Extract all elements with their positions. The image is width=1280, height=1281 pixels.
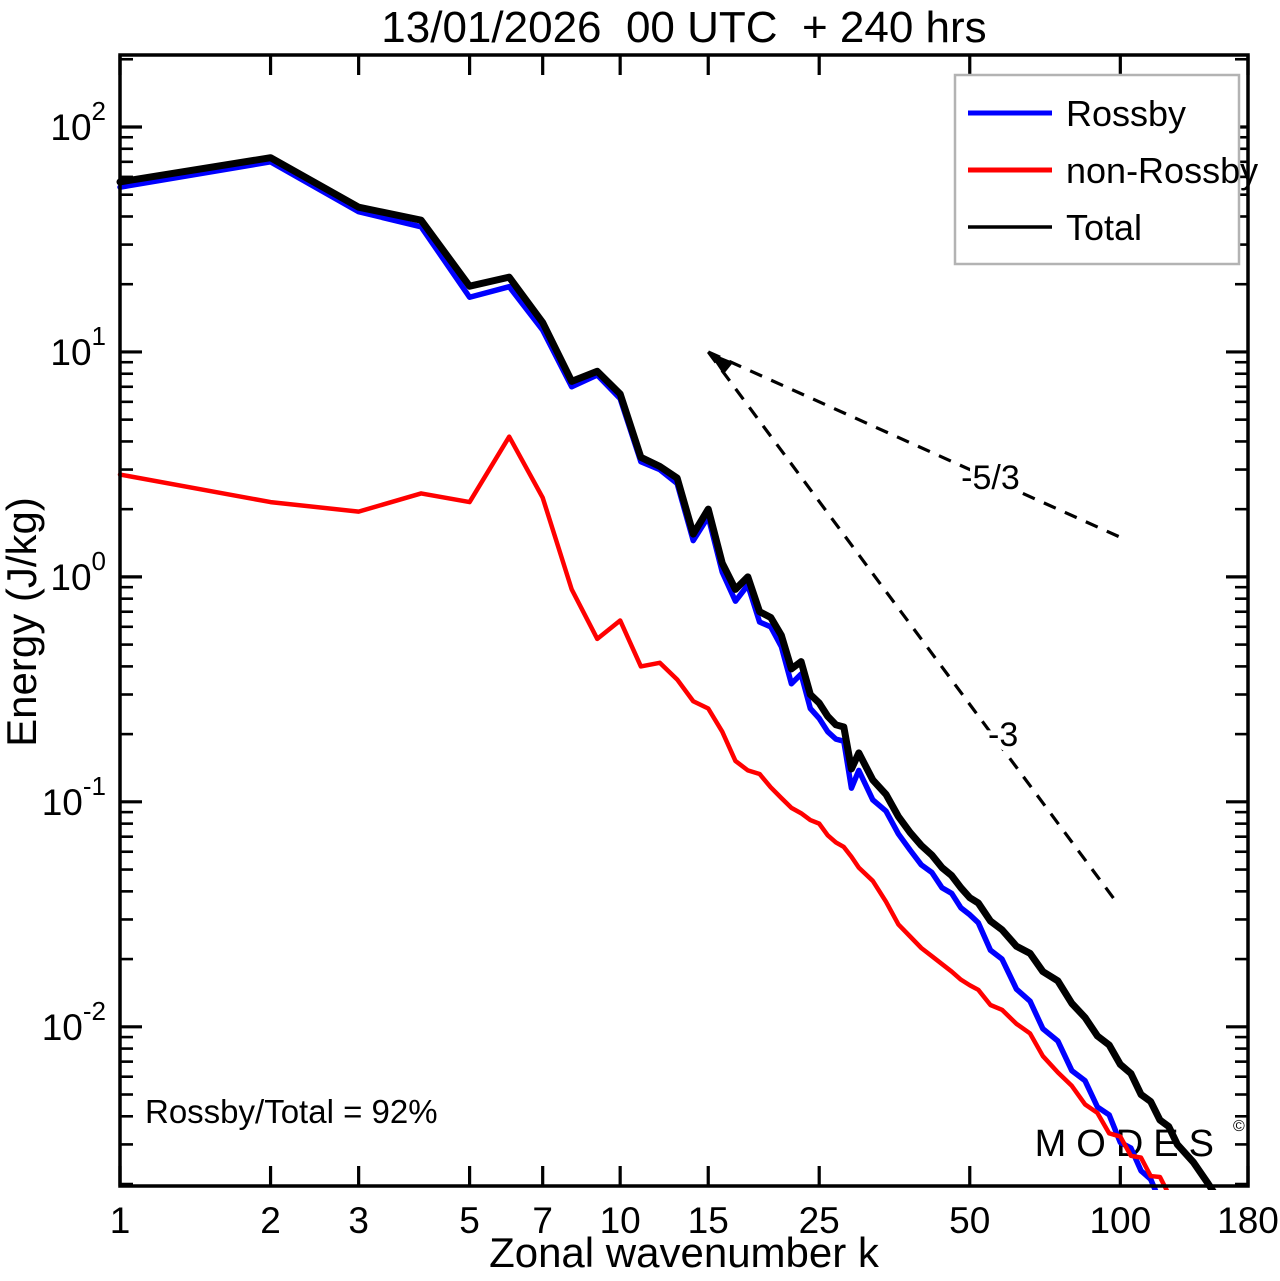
x-tick-label: 5 [459,1200,480,1241]
watermark: MODES [1035,1123,1224,1165]
legend-label-total: Total [1066,207,1142,248]
arrow-head-icon [708,351,734,375]
slope-label--3: -3 [988,716,1018,754]
x-tick-label: 180 [1217,1200,1279,1241]
x-tick-label: 2 [260,1200,281,1241]
y-tick-label: 10-1 [42,771,106,823]
legend-label-rossby: Rossby [1066,93,1186,134]
rossby-total-ratio-note: Rossby/Total = 92% [145,1093,438,1130]
slope-label--5/3: -5/3 [961,459,1020,497]
x-axis-label: Zonal wavenumber k [489,1229,880,1276]
series-total-line [116,154,1217,1190]
plot-border [118,53,1250,1188]
x-tick-label: 1 [110,1200,131,1241]
legend-label-non-rossby: non-Rossby [1066,150,1258,191]
axis-ticks [118,55,1250,1186]
slope-reference-lines: -5/3 -3 [706,350,1121,906]
y-tick-label: 102 [50,96,106,148]
x-tick-label: 100 [1089,1200,1151,1241]
x-tick-label: 10 [600,1200,641,1241]
y-tick-label: 10-2 [42,996,106,1048]
axis-tick-labels: 1 2 3 5 7 10 15 25 50 100 180 102 101 100 10-1 10-2 [42,96,1279,1241]
y-tick-label: 101 [50,321,106,373]
chart-title: 13/01/2026 00 UTC + 240 hrs [381,3,986,52]
x-tick-label: 15 [688,1200,729,1241]
data-series [116,154,1217,1190]
copyright-icon: © [1233,1118,1245,1135]
x-tick-label: 50 [949,1200,990,1241]
legend: Rossby non-Rossby Total [953,73,1258,266]
series-non-rossby-line [117,434,1170,1190]
x-tick-label: 25 [799,1200,840,1241]
x-tick-label: 3 [348,1200,369,1241]
y-axis-label: Energy (J/kg) [0,497,45,747]
slope-line--5/3 [707,350,1121,539]
y-tick-label: 100 [50,546,106,598]
x-tick-label: 7 [532,1200,553,1241]
